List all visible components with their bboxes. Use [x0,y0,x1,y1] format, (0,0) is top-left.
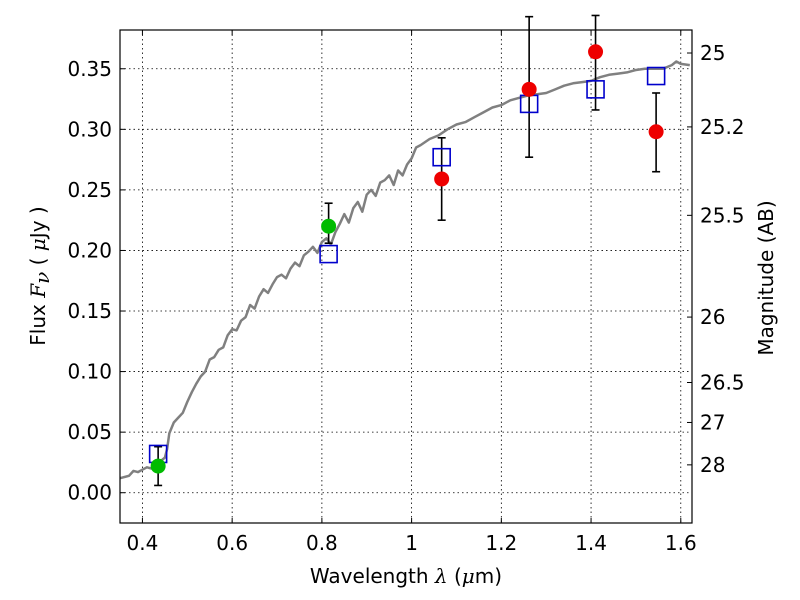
magnitude-tick-label: 26.5 [700,370,745,394]
y-tick-label: 0.10 [67,360,112,384]
observed-flux-point [521,81,537,97]
magnitude-tick-label: 25.5 [700,203,745,227]
model-band-square [586,80,605,99]
axis-ticks [120,30,692,523]
model-band-square [432,147,451,167]
x-tick-label: 1.6 [665,531,697,555]
y-tick-label: 0.30 [67,117,112,141]
observed-flux-point [588,44,604,60]
model-band-square [319,244,338,264]
x-axis-label: Wavelength λ (μm) [310,564,502,588]
magnitude-tick-label: 27 [700,410,725,434]
model-spectrum-line [119,60,690,480]
x-tick-label: 1.4 [575,531,607,555]
y-tick-label: 0.35 [67,57,112,81]
y-axis-label: Flux Fν ( μJy ) [26,206,54,345]
observed-flux-point [434,171,450,187]
grid-lines [120,30,692,523]
magnitude-axis-label: Magnitude (AB) [754,200,778,355]
x-tick-labels: 0.4 0.6 0.8 1 1.2 1.4 1.6 [127,531,697,555]
observed-flux-point [648,124,664,140]
magnitude-tick-label: 25.2 [700,115,745,139]
model-band-square [646,66,666,86]
magnitude-tick-label: 25 [700,41,725,65]
y-tick-label: 0.00 [67,481,112,505]
y-tick-label: 0.20 [67,238,112,262]
x-tick-label: 0.4 [127,531,159,555]
magnitude-tick-label: 28 [700,453,725,477]
data-markers [148,44,666,474]
x-tick-label: 1.2 [485,531,517,555]
model-spectrum [119,60,690,480]
x-tick-label: 0.8 [306,531,338,555]
y-tick-labels: 0.00 0.05 0.10 0.15 0.20 0.25 0.30 0.35 [67,57,112,505]
observed-flux-point [321,218,337,234]
magnitude-tick-labels: 25 25.2 25.5 26 26.5 27 28 [700,41,745,477]
y-tick-label: 0.15 [67,299,112,323]
y-tick-label: 0.25 [67,178,112,202]
y-tick-label: 0.05 [67,420,112,444]
x-tick-label: 0.6 [216,531,248,555]
x-tick-label: 1 [405,531,418,555]
observed-flux-point [150,458,166,474]
plot-frame [119,29,693,524]
magnitude-tick-label: 26 [700,305,725,329]
